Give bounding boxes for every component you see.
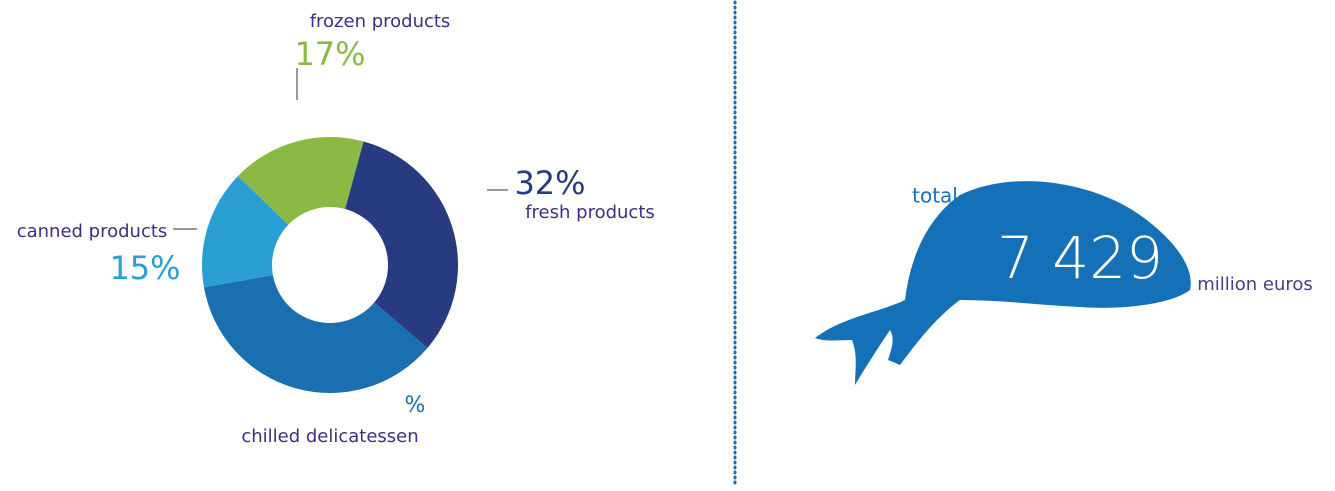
total-label: total bbox=[912, 184, 958, 208]
donut-slice bbox=[202, 176, 289, 288]
slice-name: chilled delicatessen bbox=[241, 426, 418, 447]
slice-value-label: 17% bbox=[294, 35, 365, 73]
slice-value-label: 15% bbox=[109, 249, 180, 287]
fish bbox=[815, 181, 1191, 385]
slice-value-label: % bbox=[405, 393, 426, 418]
donut-slice bbox=[237, 137, 364, 225]
donut-slice bbox=[203, 275, 428, 393]
slice-name: frozen products bbox=[310, 11, 451, 32]
slice-value-label: 32% bbox=[514, 164, 585, 202]
total-unit: million euros bbox=[1197, 274, 1313, 295]
slice-name: fresh products bbox=[525, 202, 655, 223]
total-amount: 7 429 bbox=[997, 224, 1163, 292]
slice-name: canned products bbox=[17, 221, 168, 242]
donut-slice bbox=[345, 141, 458, 348]
